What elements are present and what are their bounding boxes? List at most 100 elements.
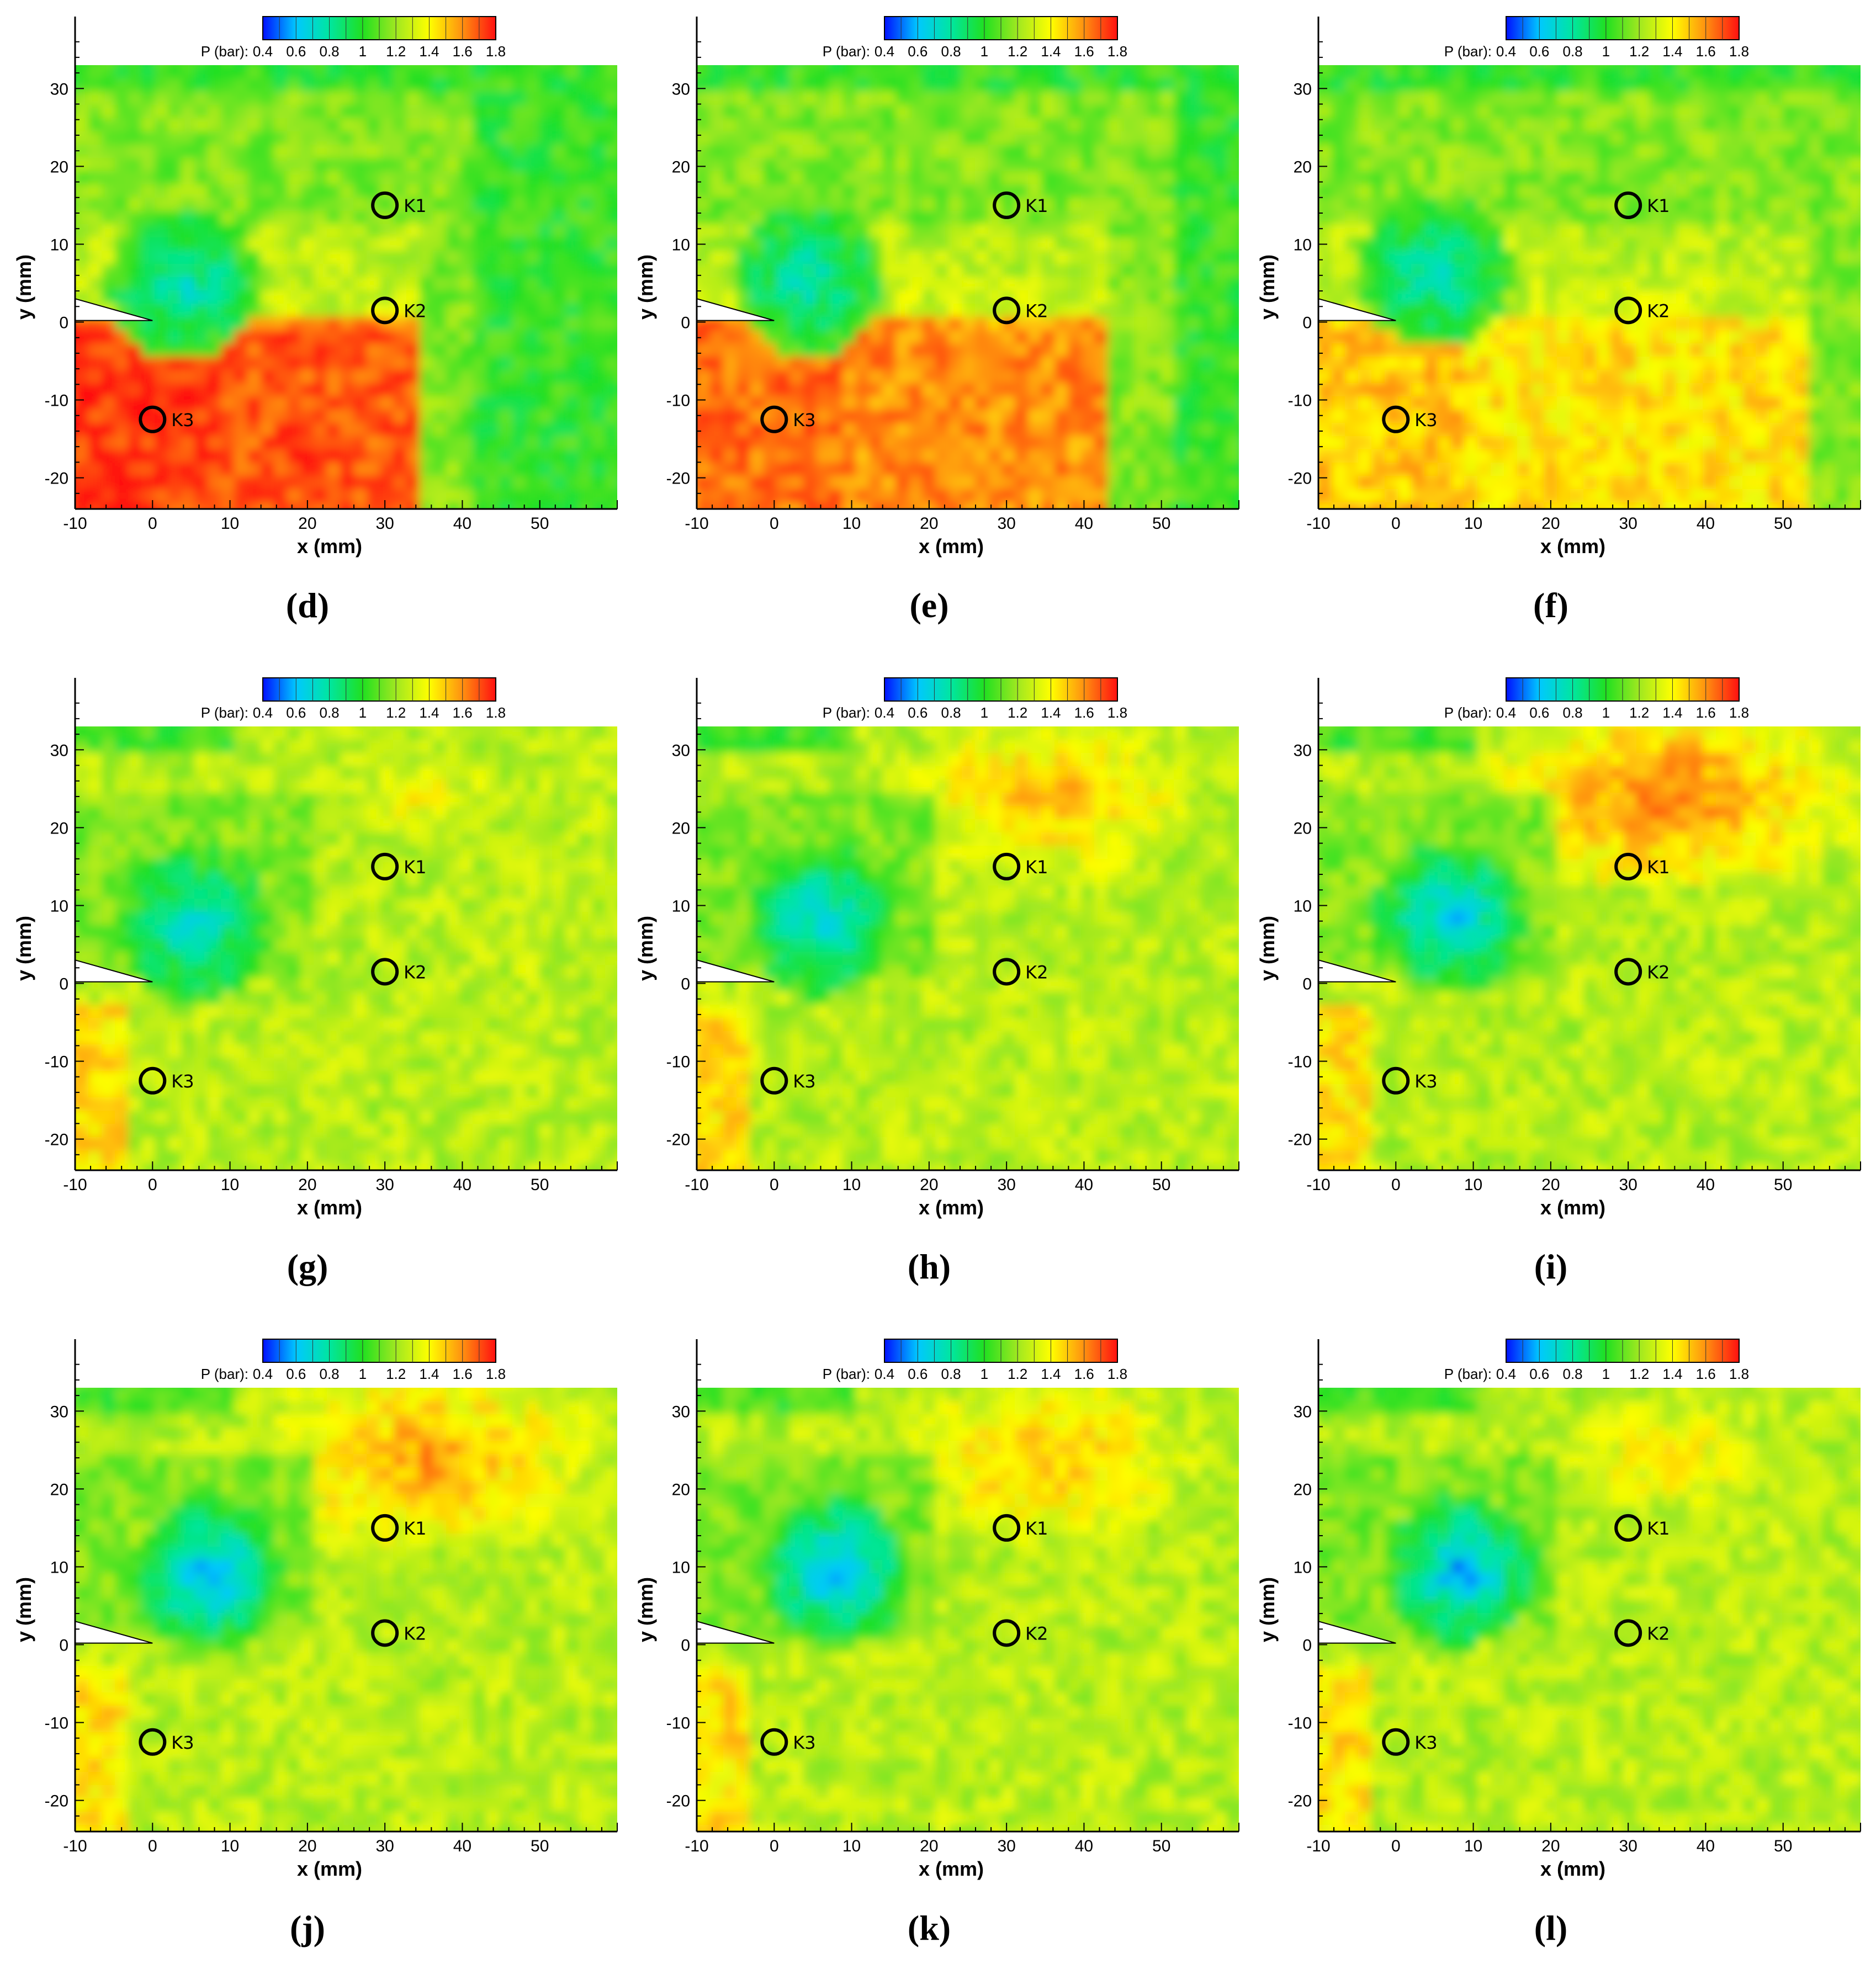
y-tick-label: 0 bbox=[1302, 975, 1312, 993]
colorbar-tick-label: 1.2 bbox=[386, 704, 406, 721]
probe-label: K3 bbox=[793, 410, 815, 431]
y-tick-label: 20 bbox=[1294, 819, 1312, 837]
panel-label: (e) bbox=[909, 586, 948, 625]
x-tick-label: 0 bbox=[1391, 1176, 1401, 1194]
probe-label: K3 bbox=[1414, 1071, 1437, 1092]
colorbar-tick-label: 1.2 bbox=[1008, 1366, 1027, 1382]
y-tick-label: 0 bbox=[681, 314, 690, 332]
y-tick-label: -20 bbox=[666, 1792, 690, 1811]
colorbar-label: P (bar): bbox=[823, 43, 870, 60]
x-tick-label: 0 bbox=[770, 514, 779, 533]
y-tick-label: -20 bbox=[666, 1131, 690, 1149]
y-tick-label: -10 bbox=[1288, 392, 1312, 410]
y-tick-label: 30 bbox=[672, 741, 690, 760]
x-axis-label: x (mm) bbox=[297, 535, 362, 558]
x-tick-label: 20 bbox=[920, 514, 938, 533]
x-tick-label: 10 bbox=[842, 1176, 861, 1194]
colorbar-tick-label: 0.4 bbox=[875, 1366, 894, 1382]
x-tick-label: 20 bbox=[1541, 1837, 1560, 1855]
panel-label: (h) bbox=[908, 1247, 951, 1286]
colorbar-tick-label: 1 bbox=[1602, 43, 1610, 60]
y-axis-label: y (mm) bbox=[634, 1577, 657, 1642]
y-tick-label: 0 bbox=[59, 975, 68, 993]
probe-label: K3 bbox=[793, 1732, 815, 1753]
colorbar-tick-label: 1.2 bbox=[1629, 43, 1649, 60]
panel-label: (g) bbox=[287, 1247, 328, 1286]
x-axis-label: x (mm) bbox=[297, 1857, 362, 1880]
x-tick-label: -10 bbox=[685, 514, 708, 533]
colorbar-tick-label: 0.4 bbox=[875, 704, 894, 721]
colorbar-label: P (bar): bbox=[201, 1366, 248, 1382]
x-axis-label: x (mm) bbox=[297, 1196, 362, 1219]
x-tick-label: 10 bbox=[221, 1837, 239, 1855]
probe-label: K1 bbox=[1025, 1518, 1048, 1539]
colorbar-tick-label: 0.4 bbox=[253, 1366, 273, 1382]
x-tick-label: 0 bbox=[770, 1176, 779, 1194]
colorbar-tick-label: 1.8 bbox=[1107, 1366, 1127, 1382]
colorbar-tick-label: 1.4 bbox=[1662, 1366, 1682, 1382]
colorbar-label: P (bar): bbox=[1444, 1366, 1492, 1382]
y-tick-label: -20 bbox=[45, 470, 68, 488]
colorbar-tick-label: 1.2 bbox=[386, 1366, 406, 1382]
y-tick-label: 10 bbox=[1294, 1558, 1312, 1577]
colorbar-tick-label: 1.4 bbox=[1662, 704, 1682, 721]
colorbar-label: P (bar): bbox=[823, 1366, 870, 1382]
colorbar-tick-label: 0.6 bbox=[286, 1366, 306, 1382]
pressure-field bbox=[683, 1374, 1243, 1852]
y-tick-label: 0 bbox=[59, 1636, 68, 1654]
y-axis-label: y (mm) bbox=[13, 254, 35, 320]
colorbar-tick-label: 0.6 bbox=[1529, 704, 1549, 721]
y-tick-label: -20 bbox=[1288, 1792, 1312, 1811]
y-tick-label: 30 bbox=[50, 741, 68, 760]
y-tick-label: 20 bbox=[50, 819, 68, 837]
x-tick-label: 30 bbox=[375, 1837, 394, 1855]
x-tick-label: 40 bbox=[1075, 1176, 1093, 1194]
y-tick-label: 20 bbox=[672, 819, 690, 837]
colorbar-tick-label: 1.6 bbox=[453, 43, 473, 60]
probe-label: K2 bbox=[1025, 1623, 1048, 1644]
colorbar-tick-label: 1.2 bbox=[386, 43, 406, 60]
x-axis-label: x (mm) bbox=[919, 1196, 984, 1219]
x-tick-label: -10 bbox=[685, 1837, 708, 1855]
colorbar-tick-label: 1.6 bbox=[1696, 704, 1716, 721]
colorbar-label: P (bar): bbox=[1444, 43, 1492, 60]
pressure-field bbox=[62, 52, 622, 529]
colorbar-tick-label: 1.4 bbox=[1041, 704, 1061, 721]
probe-label: K2 bbox=[404, 300, 426, 321]
y-tick-label: 0 bbox=[1302, 314, 1312, 332]
colorbar-tick-label: 1 bbox=[359, 704, 367, 721]
x-tick-label: 10 bbox=[842, 1837, 861, 1855]
y-tick-label: 30 bbox=[1294, 80, 1312, 98]
probe-label: K3 bbox=[171, 410, 194, 431]
y-tick-label: 10 bbox=[1294, 897, 1312, 915]
probe-label: K3 bbox=[171, 1732, 194, 1753]
y-tick-label: -10 bbox=[45, 392, 68, 410]
colorbar-tick-label: 1.6 bbox=[1696, 43, 1716, 60]
y-tick-label: 20 bbox=[50, 1480, 68, 1499]
x-tick-label: 20 bbox=[1541, 1176, 1560, 1194]
probe-label: K2 bbox=[1647, 300, 1670, 321]
colorbar-tick-label: 1.8 bbox=[1729, 704, 1749, 721]
colorbar-tick-label: 1.4 bbox=[1662, 43, 1682, 60]
y-tick-label: 0 bbox=[59, 314, 68, 332]
pressure-field bbox=[1305, 1374, 1865, 1852]
colorbar-tick-label: 0.8 bbox=[319, 43, 339, 60]
colorbar-tick-label: 1.8 bbox=[1107, 704, 1127, 721]
y-tick-label: 30 bbox=[1294, 741, 1312, 760]
y-tick-label: -20 bbox=[666, 470, 690, 488]
colorbar-tick-label: 1.8 bbox=[486, 43, 506, 60]
colorbar-tick-label: 1.4 bbox=[419, 1366, 439, 1382]
colorbar-tick-label: 0.8 bbox=[1562, 1366, 1582, 1382]
x-tick-label: 30 bbox=[997, 1176, 1015, 1194]
y-tick-label: 20 bbox=[672, 1480, 690, 1499]
x-tick-label: 0 bbox=[148, 1837, 157, 1855]
colorbar-tick-label: 1 bbox=[359, 1366, 367, 1382]
